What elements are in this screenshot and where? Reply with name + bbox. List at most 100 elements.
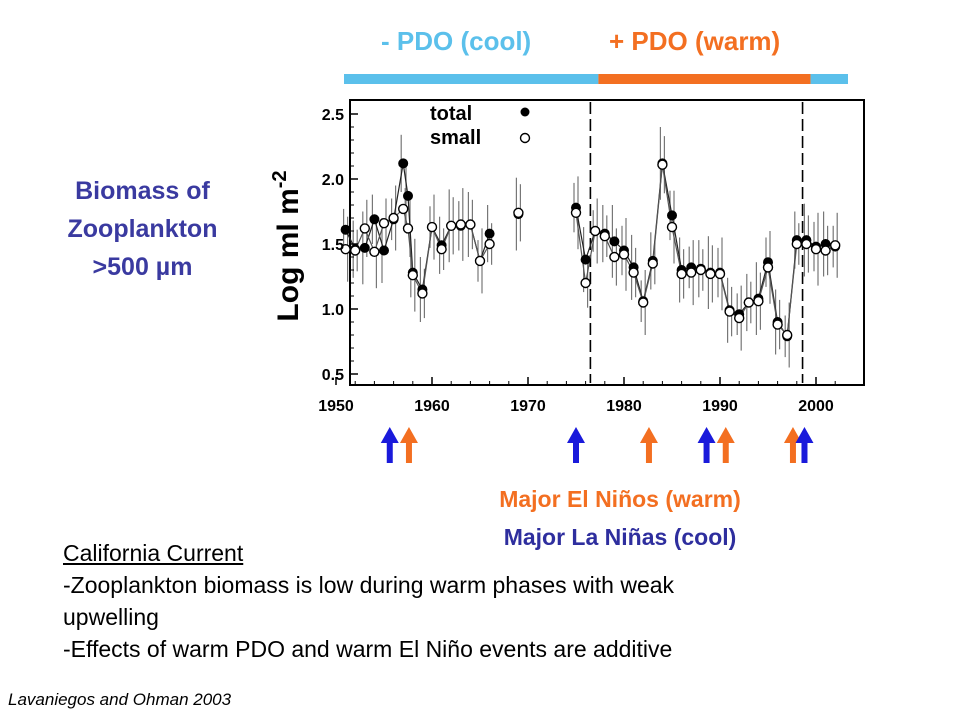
enso-arrows — [380, 427, 814, 463]
point-total — [379, 245, 389, 256]
point-small — [753, 296, 764, 307]
legend-small-label: small — [430, 127, 481, 149]
citation: Lavaniegos and Ohman 2003 — [8, 690, 232, 709]
y-axis-label-text: Log ml m-2 — [269, 170, 305, 321]
biomass-label-line-2: Zooplankton — [67, 215, 218, 243]
y-tick-label: 1.5 — [322, 237, 344, 254]
la-nina-label: Major La Niñas (cool) — [503, 524, 737, 550]
point-small — [657, 159, 668, 170]
point-small — [810, 243, 822, 255]
point-small — [830, 240, 841, 251]
la-nina-arrow — [697, 427, 716, 463]
el-nino-arrow — [716, 427, 735, 463]
point-small — [772, 319, 783, 330]
el-nino-label: Major El Niños (warm) — [499, 486, 741, 512]
pdo-segment-warm — [598, 74, 811, 84]
legend-total-label: total — [430, 103, 472, 125]
point-small — [369, 246, 380, 258]
point-small — [378, 217, 390, 229]
pdo-phase-bar — [344, 74, 848, 84]
y-tick-label: 0.5 — [322, 367, 344, 384]
pdo-cool-label: - PDO (cool) — [381, 26, 532, 56]
legend-total-marker — [520, 107, 530, 117]
biomass-label: Biomass of Zooplankton >500 µm — [30, 172, 255, 286]
la-nina-arrow — [567, 427, 585, 463]
point-total — [340, 224, 351, 235]
point-small — [417, 288, 428, 299]
y-tick-label: 2.5 — [322, 107, 344, 124]
pdo-warm-label: + PDO (warm) — [609, 26, 781, 56]
caption-line-1: -Zooplankton biomass is low during warm … — [63, 572, 675, 598]
point-small — [609, 251, 620, 263]
plot-border — [349, 99, 865, 386]
pdo-segment-cool — [810, 74, 848, 84]
biomass-label-line-3: >500 µm — [92, 253, 193, 281]
data-points — [340, 158, 841, 342]
point-small — [743, 297, 754, 308]
point-small — [820, 245, 831, 256]
x-tick-label: 1970 — [510, 398, 546, 415]
point-small — [599, 230, 610, 242]
x-tick-label: 1980 — [606, 398, 642, 415]
y-tick-label: 1.0 — [322, 302, 344, 319]
zooplankton-biomass-chart: 1950 1960 1970 1980 1990 20000.51.01.52.02.5 … — [269, 74, 865, 463]
caption-line-3: -Effects of warm PDO and warm El Niño ev… — [63, 636, 673, 662]
point-total — [398, 158, 409, 169]
point-small — [695, 264, 706, 276]
biomass-label-line-1: Biomass of — [75, 177, 210, 205]
point-small — [446, 220, 457, 232]
point-small — [762, 262, 774, 273]
point-total — [484, 228, 495, 239]
point-small — [513, 207, 524, 219]
point-small — [474, 255, 486, 267]
point-small — [801, 238, 812, 250]
enso-legend: Major El Niños (warm) Major La Niñas (co… — [400, 480, 840, 556]
point-small — [724, 306, 735, 317]
point-total — [667, 210, 677, 221]
point-total — [580, 254, 591, 265]
point-small — [350, 245, 361, 256]
point-small — [340, 243, 351, 255]
point-small — [484, 238, 495, 250]
point-small — [570, 207, 582, 219]
point-total — [369, 214, 380, 225]
x-tick-label: 1990 — [702, 398, 738, 415]
caption: California Current -Zooplankton biomass … — [63, 537, 674, 665]
el-nino-arrow — [639, 427, 658, 463]
point-small — [359, 223, 370, 234]
point-small — [398, 203, 409, 215]
y-axis-label-main: Log ml m — [272, 188, 305, 321]
point-small — [676, 268, 687, 280]
la-nina-arrow — [380, 427, 399, 463]
point-small — [407, 270, 418, 281]
x-tick-label: 1950 — [318, 398, 354, 415]
point-small — [638, 297, 649, 308]
pdo-segment-cool — [344, 74, 599, 84]
point-small — [590, 225, 601, 237]
point-small — [791, 238, 802, 250]
point-small — [618, 249, 630, 260]
point-small — [647, 258, 658, 269]
point-small — [666, 221, 678, 233]
point-small — [465, 219, 476, 230]
point-small — [705, 268, 716, 280]
la-nina-arrow — [795, 427, 814, 463]
point-small — [436, 243, 447, 255]
y-tick-label: 2.0 — [322, 172, 344, 189]
point-small — [426, 221, 438, 233]
point-small — [580, 277, 591, 289]
el-nino-arrow — [783, 427, 802, 463]
point-small — [734, 312, 745, 324]
y-axis-label: Log ml m-2 — [269, 170, 305, 321]
el-nino-arrow — [399, 427, 418, 463]
point-small — [782, 329, 793, 341]
point-small — [686, 267, 697, 278]
x-tick-label: 1960 — [414, 398, 450, 415]
legend-small-marker — [519, 132, 531, 144]
point-small — [455, 219, 466, 230]
point-total — [609, 236, 620, 247]
caption-line-2: upwelling — [63, 604, 159, 630]
point-small — [388, 212, 399, 224]
point-small — [402, 223, 414, 234]
